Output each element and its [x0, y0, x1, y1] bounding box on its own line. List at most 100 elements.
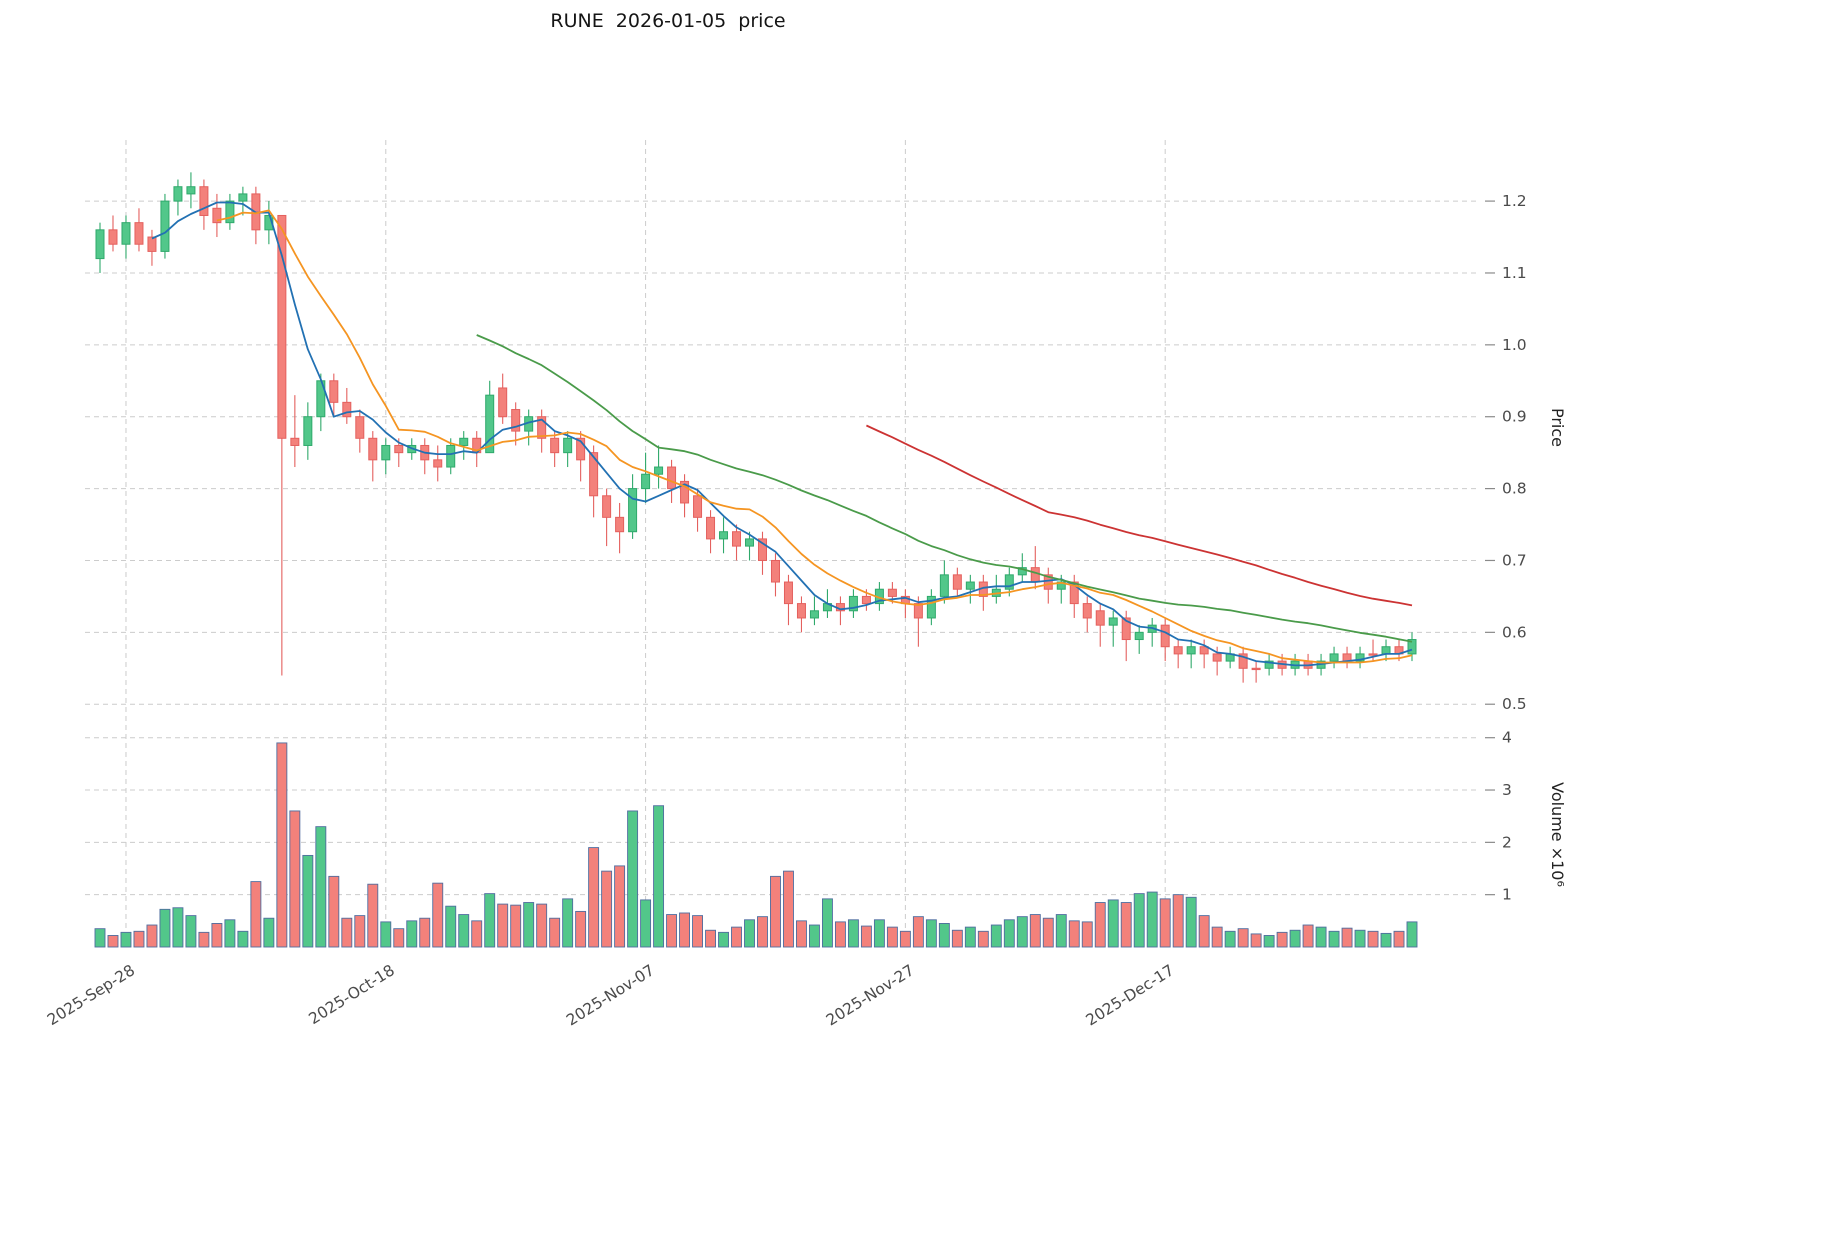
volume-bar — [1354, 929, 1366, 948]
candle-body — [199, 186, 209, 216]
volume-bar — [1302, 924, 1314, 948]
volume-bar — [1367, 930, 1379, 948]
ma-line-ma10 — [216, 209, 1413, 664]
candle-body — [173, 186, 183, 202]
candle-body — [1199, 646, 1209, 655]
candle-body — [1121, 617, 1131, 641]
candle-body — [1381, 646, 1391, 655]
volume-bar — [873, 919, 885, 948]
volume-bar — [276, 742, 288, 948]
volume-bar — [432, 882, 444, 948]
candle-body — [628, 488, 638, 533]
volume-bar — [1029, 914, 1041, 948]
candle-body — [1004, 574, 1014, 590]
candle-body — [95, 229, 105, 260]
candle-body — [108, 229, 118, 245]
volume-bar — [757, 916, 768, 948]
volume-axis-title: Volume ×10⁶ — [1548, 782, 1567, 887]
volume-bar — [367, 883, 379, 948]
volume-bar — [627, 810, 639, 948]
candle-body — [576, 437, 586, 461]
volume-bar — [1211, 926, 1223, 948]
candle-body — [459, 437, 469, 446]
svg-text:0.5: 0.5 — [1502, 695, 1527, 713]
volume-bar — [1341, 927, 1353, 948]
candle-body — [667, 466, 677, 490]
x-tick-label: 2025-Nov-27 — [823, 961, 918, 1029]
candle-body — [1030, 567, 1040, 583]
svg-text:0.9: 0.9 — [1502, 408, 1527, 426]
volume-bar — [133, 930, 145, 948]
x-tick-label: 2025-Sep-28 — [44, 961, 138, 1029]
volume-bar — [1406, 921, 1418, 948]
volume-bars — [94, 742, 1418, 948]
candle-body — [887, 588, 897, 597]
volume-bar — [406, 920, 418, 948]
svg-text:3: 3 — [1502, 781, 1512, 799]
candle-body — [394, 444, 404, 454]
volume-bar — [809, 924, 820, 948]
candle-body — [952, 574, 962, 590]
volume-bar — [1003, 919, 1015, 948]
volume-bar — [1172, 894, 1184, 948]
volume-bar — [847, 919, 859, 948]
candle-body — [537, 416, 547, 439]
candle-body — [1368, 653, 1378, 656]
volume-bar — [263, 917, 275, 948]
candle-body — [1355, 653, 1365, 662]
candle-body — [433, 459, 443, 468]
candle-body — [783, 581, 793, 605]
candle-body — [1095, 610, 1105, 626]
volume-bar — [614, 865, 626, 948]
candle-body — [757, 538, 767, 561]
volume-bar — [796, 920, 807, 948]
volume-bar — [834, 921, 846, 948]
volume-bar — [484, 893, 496, 948]
volume-bar — [159, 908, 171, 948]
volume-bar — [146, 924, 158, 948]
volume-bar — [951, 929, 963, 948]
volume-bar — [575, 910, 587, 948]
chart-title: RUNE 2026-01-05 price — [550, 10, 786, 32]
svg-text:2: 2 — [1502, 833, 1512, 851]
candle-body — [770, 559, 780, 583]
candle-body — [1407, 639, 1417, 655]
candle-body — [1069, 581, 1079, 605]
candle-body — [641, 473, 651, 490]
candle-body — [965, 581, 975, 590]
candle-body — [913, 603, 923, 619]
candle-body — [329, 380, 339, 403]
candle-body — [1329, 653, 1339, 662]
volume-bar — [1042, 917, 1054, 948]
volume-bar — [938, 923, 950, 948]
volume-bar — [1159, 898, 1171, 948]
svg-text:0.8: 0.8 — [1502, 480, 1527, 498]
volume-bar — [705, 929, 716, 948]
candle-body — [212, 207, 222, 224]
candle-body — [147, 236, 157, 252]
volume-bar — [523, 902, 535, 948]
volume-bar — [912, 916, 924, 948]
volume-bar — [783, 870, 794, 948]
volume-bar — [471, 920, 483, 948]
volume-bar — [549, 917, 561, 948]
volume-bar — [860, 925, 872, 948]
volume-bar — [1289, 929, 1301, 948]
volume-bar — [1055, 914, 1067, 948]
volume-bar — [328, 875, 340, 948]
svg-text:1.2: 1.2 — [1502, 192, 1527, 210]
volume-bar — [419, 917, 431, 948]
candle-body — [238, 193, 248, 202]
candle-body — [134, 222, 144, 245]
volume-bar — [94, 928, 106, 948]
volume-bar — [977, 930, 989, 948]
volume-bar — [198, 931, 210, 948]
volume-bar — [1120, 902, 1132, 948]
volume-bar — [211, 923, 223, 948]
svg-text:1.1: 1.1 — [1502, 264, 1527, 282]
volume-bar — [1380, 932, 1392, 948]
candle-body — [485, 394, 495, 454]
svg-text:4: 4 — [1502, 729, 1512, 747]
volume-bar — [692, 915, 703, 948]
candle-body — [342, 401, 352, 418]
